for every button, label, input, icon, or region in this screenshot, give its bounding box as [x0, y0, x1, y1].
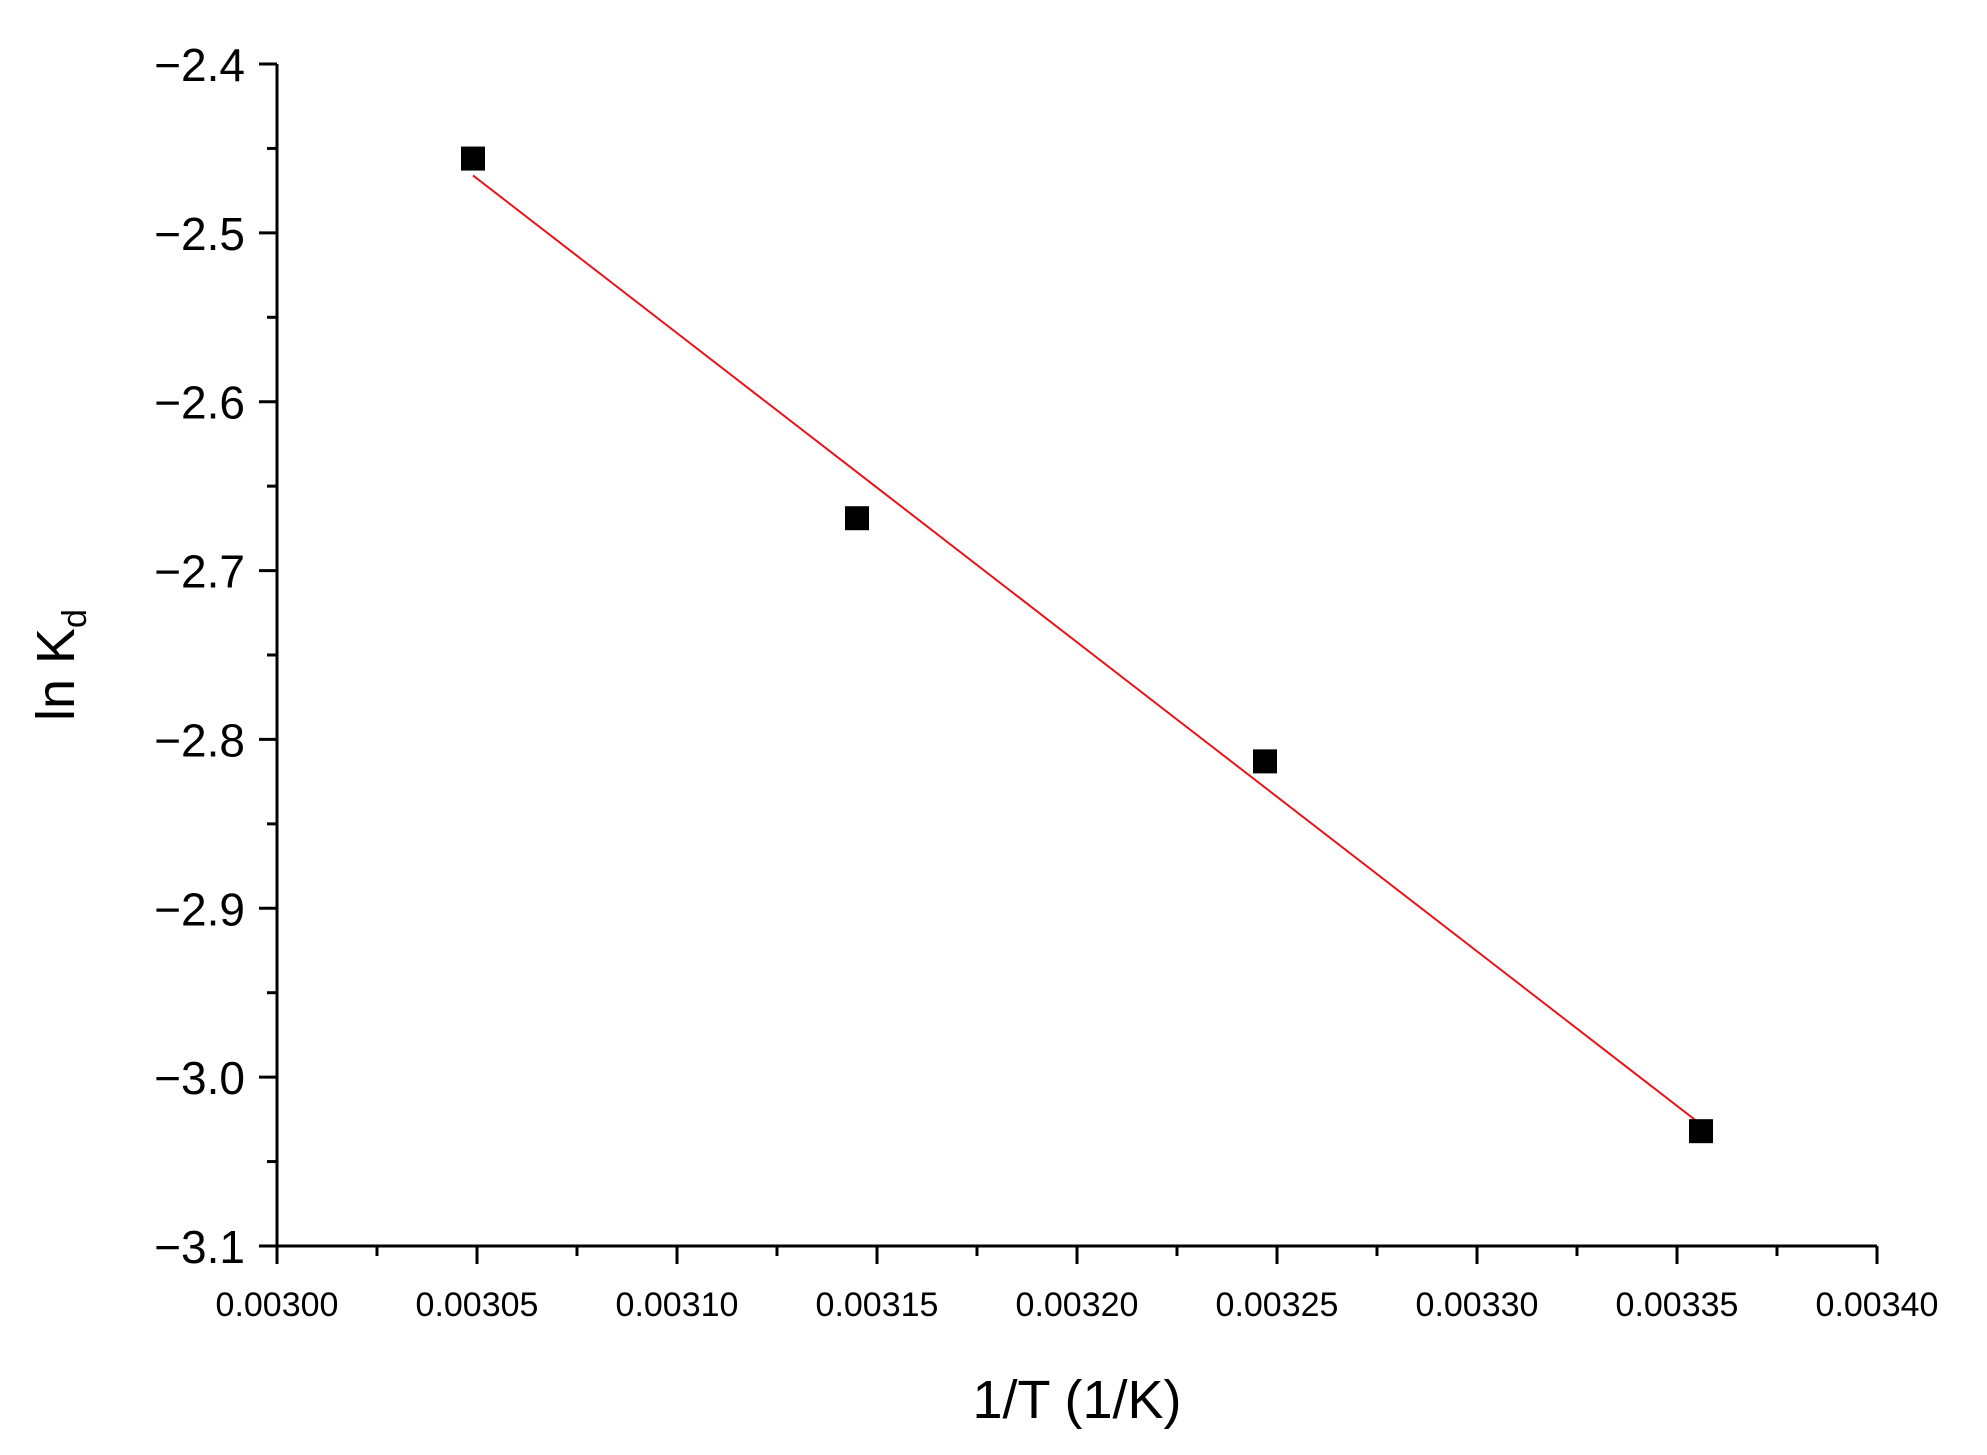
fit-line-group	[472, 174, 1702, 1126]
y-tick-label: −2.7	[154, 546, 245, 598]
data-point	[1253, 749, 1277, 774]
x-tick-label: 0.00325	[1216, 1286, 1339, 1324]
x-tick-label: 0.00340	[1816, 1286, 1939, 1324]
data-point	[1689, 1119, 1713, 1144]
x-axis-ticks: 0.00300 0.00305 0.00310 0.00315 0.00320 0.003…	[216, 1246, 1939, 1324]
fit-line	[472, 174, 1702, 1126]
x-tick-label: 0.00315	[816, 1286, 939, 1324]
axes-group	[275, 64, 1877, 1248]
data-point	[461, 146, 485, 171]
y-tick-label: −2.6	[154, 377, 245, 429]
y-axis-title: ln Kd	[26, 609, 94, 721]
y-tick-label: −2.4	[154, 39, 245, 91]
x-tick-label: 0.00335	[1616, 1286, 1739, 1324]
x-tick-label: 0.00320	[1016, 1286, 1139, 1324]
y-axis-ticks: −2.4 −2.5 −2.6 −2.7 −2.8 −2.9 −3.0 −3.1	[154, 39, 277, 1273]
x-tick-label: 0.00310	[616, 1286, 739, 1324]
y-tick-label: −3.1	[154, 1221, 245, 1273]
y-axis-title-main: ln K	[26, 628, 86, 721]
data-points	[461, 146, 1713, 1144]
y-tick-label: −2.5	[154, 208, 245, 260]
x-axis-title: 1/T (1/K)	[972, 1370, 1181, 1430]
x-tick-label: 0.00305	[416, 1286, 539, 1324]
y-tick-label: −2.8	[154, 714, 245, 766]
plot-frame	[275, 64, 1877, 1248]
x-tick-label: 0.00300	[216, 1286, 339, 1324]
y-tick-label: −3.0	[154, 1052, 245, 1104]
x-tick-label: 0.00330	[1416, 1286, 1539, 1324]
data-point	[845, 506, 869, 531]
y-axis-title-subscript: d	[56, 609, 94, 628]
y-tick-label: −2.9	[154, 883, 245, 935]
